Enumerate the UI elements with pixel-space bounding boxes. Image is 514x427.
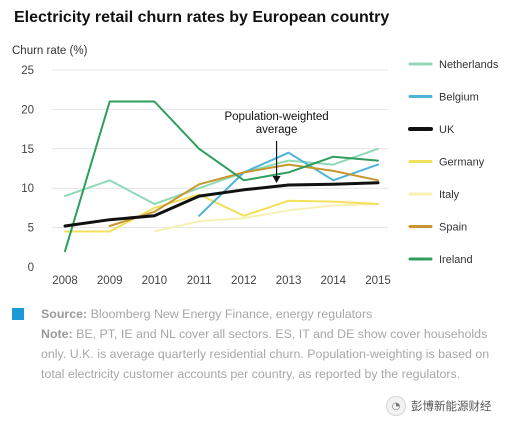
wechat-account-icon: ◔	[386, 396, 406, 416]
legend-label: Netherlands	[439, 59, 499, 71]
source-marker	[12, 308, 24, 320]
footer-notes: Source: Bloomberg New Energy Finance, en…	[41, 304, 507, 384]
y-tick-label: 10	[21, 183, 34, 195]
legend-item-uk: UK	[408, 124, 455, 136]
source-text: Bloomberg New Energy Finance, energy reg…	[87, 307, 373, 321]
legend: Netherlands Belgium UK Germany Italy Spain Ire…	[408, 59, 499, 266]
y-tick-label: 0	[28, 262, 34, 274]
annotation-arrow	[272, 176, 281, 184]
y-tick-label: 25	[21, 65, 34, 77]
legend-item-ireland: Ireland	[408, 254, 473, 266]
gridlines	[52, 69, 388, 229]
chart-title: Electricity retail churn rates by Europe…	[14, 9, 390, 26]
x-tick-label: 2013	[276, 275, 302, 287]
legend-label: UK	[439, 124, 455, 136]
x-tick-label: 2009	[97, 275, 123, 287]
x-tick-label: 2015	[365, 275, 391, 287]
note-label: Note:	[41, 327, 73, 341]
y-axis-label: Churn rate (%)	[12, 45, 88, 57]
note-text: BE, PT, IE and NL cover all sectors. ES,…	[41, 327, 490, 381]
legend-item-belgium: Belgium	[408, 92, 479, 104]
y-tick-label: 5	[28, 223, 34, 235]
annotation-label: average	[256, 124, 298, 136]
x-tick-label: 2014	[320, 275, 346, 287]
legend-item-germany: Germany	[408, 157, 485, 169]
x-tick-label: 2010	[142, 275, 168, 287]
legend-item-italy: Italy	[408, 189, 460, 201]
watermark-text: 彭博新能源财经	[411, 399, 492, 413]
legend-label: Spain	[439, 222, 467, 234]
x-tick-label: 2012	[231, 275, 257, 287]
series-line-netherlands	[64, 147, 379, 205]
legend-label: Italy	[439, 189, 460, 201]
series-line-italy	[153, 203, 379, 233]
legend-label: Ireland	[439, 254, 473, 266]
x-axis-ticks: 2008 2009 2010 2011 2012 2013 2014 2015	[52, 275, 391, 287]
source-label: Source:	[41, 307, 88, 321]
series-line-ireland	[64, 100, 379, 253]
legend-item-spain: Spain	[408, 222, 467, 234]
series-line-uk	[63, 181, 380, 228]
y-tick-label: 15	[21, 144, 34, 156]
source-line: Source: Bloomberg New Energy Finance, en…	[41, 304, 507, 324]
y-axis-ticks: 0 5 10 15 20 25	[21, 65, 34, 274]
x-tick-label: 2011	[187, 275, 212, 287]
annotation-label: Population-weighted	[224, 111, 328, 123]
y-tick-label: 20	[21, 104, 34, 116]
legend-label: Belgium	[439, 92, 479, 104]
legend-label: Germany	[439, 157, 485, 169]
series-line-spain	[108, 163, 379, 227]
note-line: Note: BE, PT, IE and NL cover all sector…	[41, 324, 507, 384]
x-tick-label: 2008	[52, 275, 78, 287]
watermark: ◔ 彭博新能源财经	[386, 396, 492, 416]
series-line-belgium	[198, 151, 379, 217]
series-line-germany	[64, 193, 379, 233]
series-lines	[63, 100, 380, 253]
legend-item-netherlands: Netherlands	[408, 59, 499, 71]
